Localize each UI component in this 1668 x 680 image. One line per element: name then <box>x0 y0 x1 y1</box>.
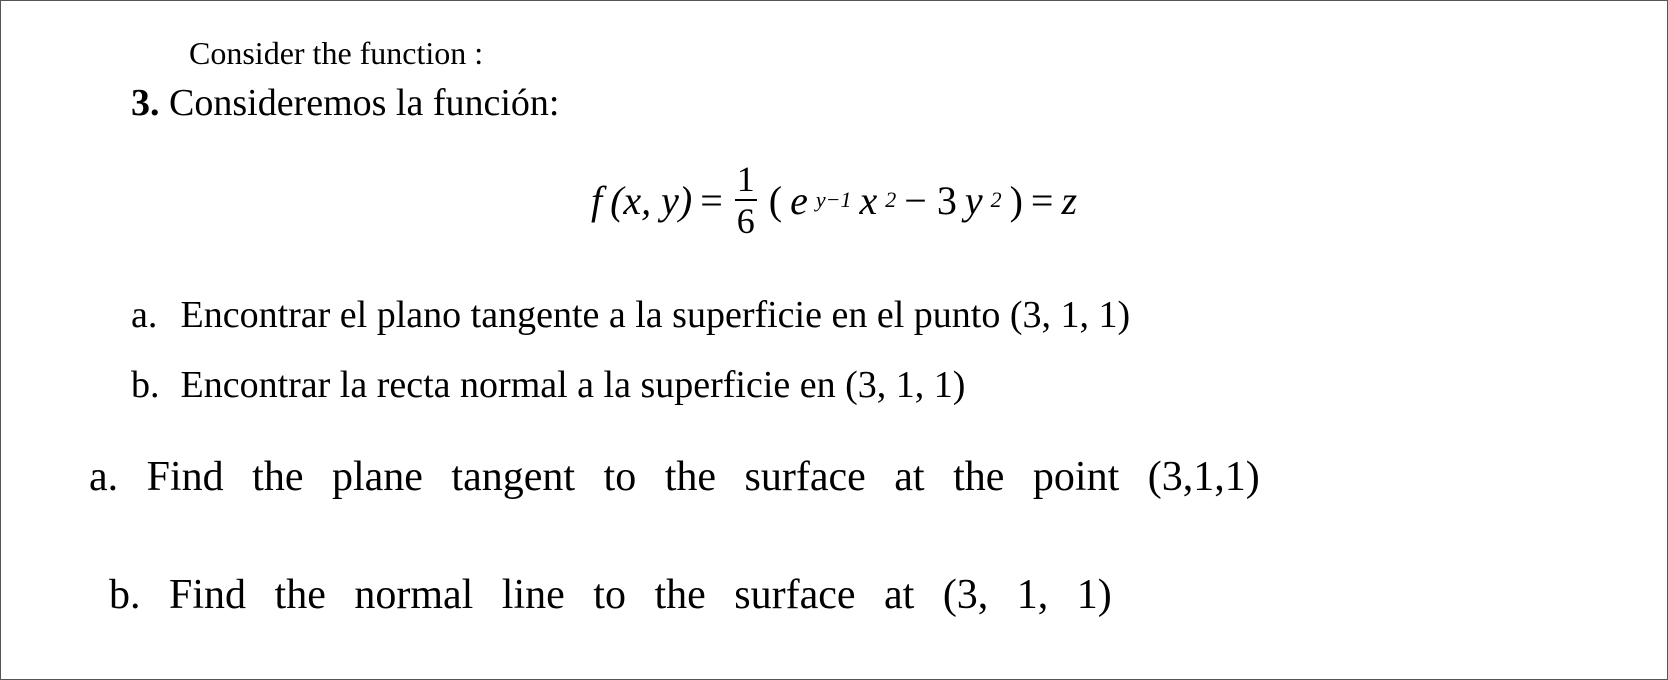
eq-f: f <box>591 177 602 224</box>
eq-equals-2: = <box>1031 177 1054 224</box>
eq-e: e <box>790 177 808 224</box>
part-b-letter: b. <box>131 361 171 410</box>
eq-close-paren: ) <box>1010 177 1023 224</box>
eq-open-paren: ( <box>769 177 782 224</box>
eq-y-exp: 2 <box>991 187 1002 213</box>
eq-fraction: 1 6 <box>735 161 757 239</box>
eq-args: (x, y) <box>610 177 692 224</box>
part-a-text: Encontrar el plano tangente a la superfi… <box>181 294 1131 336</box>
equation: f(x, y) = 1 6 (ey−1x2 − 3y2) = z <box>1 161 1667 239</box>
part-b-text: Encontrar la recta normal a la superfici… <box>181 364 966 406</box>
annotation-top: Consider the function : <box>189 35 483 72</box>
eq-equals-1: = <box>700 177 723 224</box>
part-a-letter: a. <box>131 291 171 340</box>
eq-x: x <box>860 177 878 224</box>
problem-stem-line: 3. Consideremos la función: <box>131 79 559 128</box>
hand-translation-b: b. Find the normal line to the surface a… <box>109 571 1668 619</box>
eq-z: z <box>1061 177 1077 224</box>
eq-x-exp: 2 <box>885 187 896 213</box>
page: Consider the function : 3. Consideremos … <box>0 0 1668 680</box>
eq-e-exp: y−1 <box>816 187 852 213</box>
part-b: b. Encontrar la recta normal a la superf… <box>131 361 965 410</box>
hand-translation-a: a. Find the plane tangent to the surface… <box>89 453 1649 501</box>
problem-stem-text: Consideremos la función: <box>169 82 559 124</box>
frac-top: 1 <box>735 161 757 197</box>
eq-minus-3: − 3 <box>904 177 957 224</box>
part-a: a. Encontrar el plano tangente a la supe… <box>131 291 1130 340</box>
frac-bot: 6 <box>735 203 757 239</box>
problem-number: 3. <box>131 82 160 124</box>
eq-y: y <box>965 177 983 224</box>
